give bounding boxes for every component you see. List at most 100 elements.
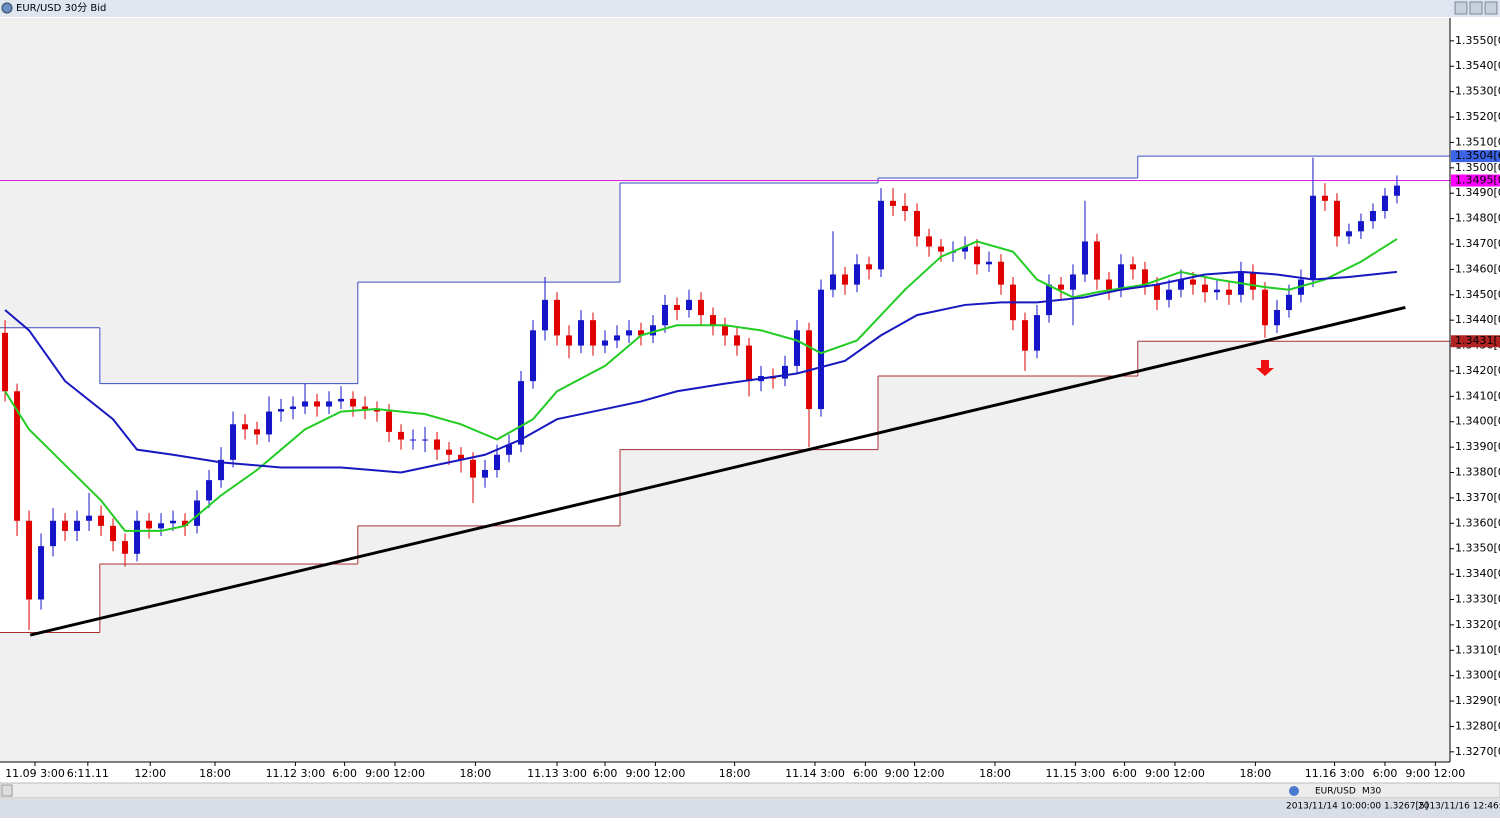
candle-body (158, 523, 165, 529)
y-tick-label: 1.3280[0 (1455, 719, 1500, 732)
x-tick-label: 18:00 (199, 767, 231, 780)
candle-body (973, 246, 980, 265)
y-tick-label: 1.3370[0 (1455, 491, 1500, 504)
candle-body (985, 261, 992, 265)
candle-body (662, 304, 669, 326)
candle-body (458, 454, 465, 460)
y-tick-label: 1.3550[0 (1455, 34, 1500, 47)
candle-body (638, 330, 645, 336)
x-tick-label: 9:00 12:00 (625, 767, 685, 780)
y-tick-label: 1.3340[0 (1455, 567, 1500, 580)
candle-body (74, 520, 81, 531)
candle-body (745, 345, 752, 382)
candle-body (386, 411, 393, 432)
y-tick-label: 1.3540[0 (1455, 59, 1500, 72)
candle-body (793, 330, 800, 366)
day-range (620, 183, 878, 450)
scrollbar[interactable] (0, 782, 1500, 799)
candle-body (1225, 289, 1232, 295)
scroll-left[interactable] (1, 784, 13, 797)
app-icon (1, 2, 13, 14)
candle-body (1321, 195, 1328, 201)
candle-body (98, 515, 105, 526)
x-tick-label: 12:00 (134, 767, 166, 780)
y-tick-label: 1.3530[0 (1455, 85, 1500, 98)
window-title: EUR/USD 30分 Bid (16, 2, 106, 14)
close-button[interactable] (1484, 1, 1498, 15)
y-tick-label: 1.3520[0 (1455, 110, 1500, 123)
x-tick-label: 11.15 3:00 (1046, 767, 1106, 780)
minimize-button[interactable] (1454, 1, 1468, 15)
candle-body (254, 429, 261, 435)
candle-body (1057, 284, 1064, 290)
candle-body (1309, 195, 1316, 280)
candle-body (230, 424, 237, 460)
title-bar (0, 0, 1500, 17)
candle-body (38, 546, 45, 600)
candle-body (841, 274, 848, 285)
moving-average (4, 238, 1398, 532)
candle-body (829, 274, 836, 290)
price-tag (1451, 174, 1500, 187)
x-tick-label: 6:00 (593, 767, 618, 780)
candle-body (1045, 284, 1052, 316)
status-icon (1289, 786, 1299, 796)
x-tick-label: 6:00 (1112, 767, 1137, 780)
day-range (357, 282, 621, 526)
candle-body (1201, 284, 1208, 293)
y-tick-label: 1.3330[0 (1455, 592, 1500, 605)
x-tick-label: 9:00 12:00 (1145, 767, 1205, 780)
y-tick-label: 1.3350[0 (1455, 542, 1500, 555)
x-tick-label: 9:00 12:00 (885, 767, 945, 780)
candle-body (1213, 289, 1220, 293)
candle-body (961, 246, 968, 252)
candle-body (889, 200, 896, 206)
x-tick-label: 11.13 3:00 (527, 767, 587, 780)
candle-body (817, 289, 824, 410)
x-tick-label: 11.09 3:00 (5, 767, 65, 780)
x-tick-label: 11.14 3:00 (785, 767, 845, 780)
candle-body (530, 330, 537, 382)
price-tag-label: 1.3495[0 (1455, 174, 1500, 187)
candle-body (410, 439, 417, 441)
candle-body (925, 236, 932, 247)
candle-body (1021, 320, 1028, 351)
candle-body (733, 335, 740, 346)
y-tick-label: 1.3410[0 (1455, 389, 1500, 402)
candle-body (602, 340, 609, 346)
x-tick-label: 9:00 12:00 (1405, 767, 1465, 780)
candle-body (1345, 231, 1352, 237)
price-tag (1451, 335, 1500, 348)
candle-body (170, 520, 177, 524)
candle-body (865, 264, 872, 270)
candle-body (1165, 289, 1172, 300)
x-tick-label: 18:00 (1240, 767, 1272, 780)
x-tick-label: 9:00 12:00 (365, 767, 425, 780)
candle-body (398, 431, 405, 440)
candle-body (134, 520, 141, 554)
y-tick-label: 1.3390[0 (1455, 440, 1500, 453)
candle-body (194, 500, 201, 526)
y-tick-label: 1.3470[0 (1455, 237, 1500, 250)
candle-body (1153, 284, 1160, 300)
maximize-button[interactable] (1469, 1, 1483, 15)
candle-body (326, 401, 333, 407)
x-tick-label: 6:00 (1373, 767, 1398, 780)
y-tick-label: 1.3270[0 (1455, 745, 1500, 758)
y-tick-label: 1.3300[0 (1455, 669, 1500, 682)
candle-body (302, 401, 309, 407)
x-tick-label: 18:00 (979, 767, 1011, 780)
candle-body (566, 335, 573, 346)
y-tick-label: 1.3320[0 (1455, 618, 1500, 631)
candle-body (86, 515, 93, 521)
candle-body (997, 261, 1004, 285)
candle-body (1393, 185, 1400, 196)
candle-body (470, 459, 477, 478)
candle-body (578, 320, 585, 346)
candle-body (710, 315, 717, 326)
annotation-arrow (1256, 360, 1274, 376)
candle-body (686, 299, 693, 311)
axes: 1.3550[0 1.3540[0 1.3530[0 1.3520[0 1.3510[0… (5, 34, 1500, 780)
trendline (29, 306, 1406, 637)
